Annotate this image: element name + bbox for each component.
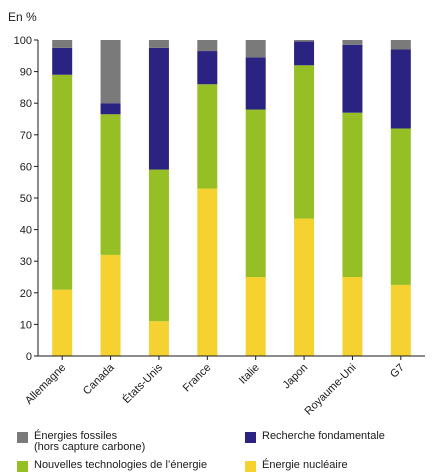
bar-segment-5-2: [245, 109, 266, 278]
x-tick-label-4: France: [181, 362, 214, 395]
stacked-bar-chart: En % Allemagne Canada États-Unis France Ital…: [8, 10, 425, 418]
axes-group: Allemagne Canada États-Unis France Italie Jap…: [14, 35, 425, 418]
legend-item-new-tech: Nouvelles technologies de l’énergie: [17, 460, 207, 472]
x-tick-label-1: Allemagne: [23, 362, 68, 407]
bar-segment-1-2: [52, 74, 73, 290]
x-tick-label-3: États-Unis: [120, 361, 165, 406]
bar-segment-4-4: [197, 40, 218, 52]
bar-segment-3-3: [148, 47, 169, 170]
bar-segment-1-4: [52, 40, 73, 48]
bar-segment-2-4: [100, 40, 121, 104]
bar-segment-2-3: [100, 103, 121, 115]
y-axis-label: En %: [8, 10, 37, 24]
bar-segment-6-3: [294, 41, 315, 66]
bar-segment-5-1: [245, 277, 266, 356]
bar-segment-1-1: [52, 289, 73, 356]
bars-group: [52, 40, 411, 356]
x-tick-label-2: Canada: [81, 361, 117, 397]
bar-segment-2-2: [100, 114, 121, 255]
legend-item-research: Recherche fondamentale: [245, 431, 385, 443]
bar-segment-4-1: [197, 188, 218, 356]
legend-swatch-new-tech: [17, 461, 28, 472]
bar-segment-4-3: [197, 51, 218, 85]
bar-segment-7-2: [342, 112, 363, 278]
x-tick-label-7: Royaume-Uni: [303, 362, 359, 418]
bar-segment-4-2: [197, 84, 218, 189]
y-tick-label-3: 20: [20, 288, 32, 300]
bar-segment-8-3: [390, 49, 411, 129]
legend-label-research: Recherche fondamentale: [262, 430, 385, 442]
legend-label-fossil: Énergies fossiles (hors capture carbone): [34, 430, 146, 453]
bar-segment-8-1: [390, 284, 411, 356]
legend-swatch-research: [245, 432, 256, 443]
bar-segment-7-4: [342, 40, 363, 45]
y-tick-label-2: 10: [20, 319, 32, 331]
y-tick-label-9: 80: [20, 98, 32, 110]
bar-segment-8-2: [390, 128, 411, 285]
bar-segment-8-4: [390, 40, 411, 50]
bar-segment-1-3: [52, 47, 73, 75]
bar-segment-7-3: [342, 44, 363, 113]
legend-swatch-nuclear: [245, 461, 256, 472]
x-tick-label-6: Japon: [280, 362, 310, 392]
y-tick-label-1: 0: [26, 351, 32, 363]
x-tick-label-5: Italie: [237, 362, 262, 387]
y-tick-label-7: 60: [20, 161, 32, 173]
y-tick-label-8: 70: [20, 130, 32, 142]
bar-segment-3-1: [148, 321, 169, 356]
legend-label-nuclear: Énergie nucléaire: [262, 459, 348, 471]
y-tick-label-10: 90: [20, 67, 32, 79]
bar-segment-6-2: [294, 65, 315, 219]
bar-segment-5-4: [245, 40, 266, 58]
y-tick-label-5: 40: [20, 225, 32, 237]
bar-segment-5-3: [245, 57, 266, 110]
legend: Énergies fossiles (hors capture carbone)…: [17, 431, 427, 475]
bar-segment-6-4: [294, 40, 315, 42]
y-tick-label-6: 50: [20, 193, 32, 205]
bar-segment-7-1: [342, 277, 363, 356]
legend-item-fossil: Énergies fossiles (hors capture carbone): [17, 431, 145, 453]
y-tick-label-11: 100: [14, 35, 32, 47]
bar-segment-6-1: [294, 218, 315, 356]
y-tick-label-4: 30: [20, 256, 32, 268]
x-tick-label-8: G7: [388, 362, 407, 381]
bar-segment-3-2: [148, 169, 169, 322]
bar-segment-2-1: [100, 254, 121, 356]
legend-item-nuclear: Énergie nucléaire: [245, 460, 348, 472]
bar-segment-3-4: [148, 40, 169, 48]
legend-swatch-fossil: [17, 432, 28, 443]
legend-label-new-tech: Nouvelles technologies de l’énergie: [34, 459, 208, 471]
